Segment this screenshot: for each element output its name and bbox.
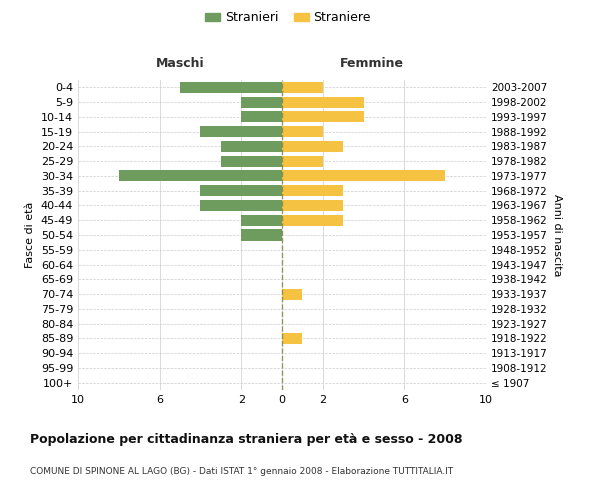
Bar: [221, 141, 282, 152]
Text: Maschi: Maschi: [155, 57, 205, 70]
Bar: [282, 112, 364, 122]
Bar: [200, 185, 282, 196]
Text: Femmine: Femmine: [340, 57, 404, 70]
Bar: [180, 82, 282, 93]
Bar: [282, 200, 343, 211]
Bar: [282, 126, 323, 137]
Bar: [282, 141, 343, 152]
Bar: [282, 96, 364, 108]
Bar: [282, 214, 343, 226]
Bar: [282, 82, 323, 93]
Bar: [119, 170, 282, 181]
Legend: Stranieri, Straniere: Stranieri, Straniere: [200, 6, 376, 29]
Bar: [241, 112, 282, 122]
Bar: [241, 230, 282, 240]
Text: COMUNE DI SPINONE AL LAGO (BG) - Dati ISTAT 1° gennaio 2008 - Elaborazione TUTTI: COMUNE DI SPINONE AL LAGO (BG) - Dati IS…: [30, 468, 453, 476]
Bar: [241, 96, 282, 108]
Bar: [241, 214, 282, 226]
Y-axis label: Fasce di età: Fasce di età: [25, 202, 35, 268]
Bar: [282, 170, 445, 181]
Text: Popolazione per cittadinanza straniera per età e sesso - 2008: Popolazione per cittadinanza straniera p…: [30, 432, 463, 446]
Bar: [200, 200, 282, 211]
Bar: [221, 156, 282, 166]
Bar: [282, 185, 343, 196]
Bar: [282, 288, 302, 300]
Bar: [200, 126, 282, 137]
Bar: [282, 156, 323, 166]
Bar: [282, 333, 302, 344]
Y-axis label: Anni di nascita: Anni di nascita: [551, 194, 562, 276]
